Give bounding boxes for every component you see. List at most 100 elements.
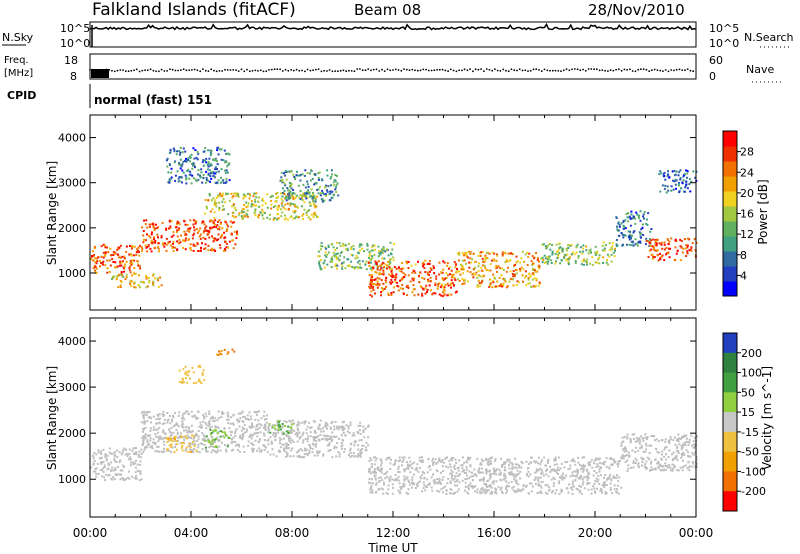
velocity-cell <box>455 472 458 475</box>
power-cell <box>180 165 183 168</box>
velocity-cell <box>418 456 421 459</box>
power-cell <box>446 262 449 264</box>
power-cell <box>626 216 629 219</box>
velocity-cell <box>155 435 158 438</box>
power-cell <box>685 244 688 247</box>
power-cell <box>457 278 459 281</box>
velocity-cell <box>597 458 600 461</box>
velocity-cell <box>688 469 691 472</box>
power-cell <box>660 255 663 258</box>
velocity-cell <box>95 473 98 475</box>
power-cell <box>224 169 226 172</box>
power-cell <box>314 206 317 209</box>
velocity-cell <box>398 456 401 459</box>
velocity-cell <box>138 470 141 473</box>
velocity-cell <box>311 447 314 450</box>
velocity-cell <box>382 481 385 484</box>
velocity-cell <box>536 469 539 472</box>
power-cell <box>467 250 470 253</box>
velocity-cell <box>295 451 298 454</box>
velocity-cell <box>588 461 590 464</box>
velocity-cell <box>213 450 216 453</box>
velocity-colorbar-frame <box>722 332 738 512</box>
velocity-cell <box>657 460 660 463</box>
power-cell <box>94 265 97 268</box>
velocity-cell <box>262 432 265 435</box>
power-cell <box>173 150 176 153</box>
power-cell <box>209 249 212 252</box>
velocity-cell <box>525 460 528 463</box>
velocity-cell <box>627 464 630 467</box>
velocity-cell <box>428 482 431 485</box>
power-cell <box>221 194 224 197</box>
power-cell <box>396 285 399 287</box>
power-cell <box>544 245 547 248</box>
velocity-cell <box>676 469 679 472</box>
velocity-cell <box>442 487 445 489</box>
velocity-cell <box>292 441 295 443</box>
power-cell <box>178 223 181 226</box>
power-cell <box>114 251 117 254</box>
velocity-cell <box>665 464 668 467</box>
power-cell <box>374 270 377 273</box>
power-cell <box>628 238 631 241</box>
power-cell <box>242 216 245 219</box>
velocity-cell <box>553 458 556 461</box>
power-cell <box>377 265 379 268</box>
power-cell <box>417 293 420 296</box>
velocity-cell <box>187 431 190 434</box>
power-cell <box>123 270 125 273</box>
freq-point <box>166 70 169 72</box>
velocity-cell <box>168 449 171 452</box>
velocity-cell <box>211 435 214 438</box>
velocity-cell <box>296 440 299 443</box>
power-cell <box>533 269 536 272</box>
freq-point <box>436 68 438 71</box>
power-cell <box>263 212 266 214</box>
power-cell <box>525 284 528 287</box>
freq-point <box>425 68 427 71</box>
power-cell <box>399 287 402 290</box>
power-cell <box>321 200 324 202</box>
power-cell <box>218 208 221 211</box>
velocity-cell <box>166 448 169 451</box>
power-cell <box>554 253 557 255</box>
noise-right-tick-bottom: 10^0 <box>709 37 739 50</box>
power-cell <box>107 251 110 253</box>
velocity-cell <box>144 426 147 429</box>
power-cell <box>522 280 524 283</box>
power-cell <box>400 278 403 280</box>
power-cell <box>682 247 685 250</box>
power-cell <box>382 282 385 285</box>
power-cell <box>227 152 230 155</box>
power-cell <box>194 166 196 169</box>
velocity-cell <box>306 440 309 443</box>
power-cell <box>545 260 548 263</box>
velocity-cell <box>301 433 304 436</box>
power-cell <box>255 196 258 199</box>
power-cell <box>441 277 444 280</box>
velocity-cell <box>122 464 125 467</box>
power-cell <box>324 251 327 254</box>
power-cell <box>637 241 640 244</box>
velocity-cell <box>272 434 275 436</box>
velocity-cell <box>373 474 376 477</box>
power-cell <box>582 244 585 247</box>
power-cell <box>351 254 354 257</box>
power-cell <box>642 234 645 236</box>
velocity-cell <box>593 459 596 462</box>
velocity-cell <box>450 472 453 475</box>
power-cell <box>215 226 218 229</box>
power-cell <box>389 261 392 264</box>
power-cell <box>297 184 300 187</box>
power-cell <box>307 185 310 188</box>
velocity-cell <box>268 424 271 427</box>
power-cell <box>442 286 445 289</box>
power-cell <box>433 267 435 269</box>
velocity-cell <box>429 468 432 471</box>
power-cell <box>459 273 462 276</box>
velocity-cell <box>504 466 506 469</box>
power-cell <box>133 286 136 289</box>
power-cell <box>172 231 175 234</box>
power-cell <box>335 257 338 260</box>
